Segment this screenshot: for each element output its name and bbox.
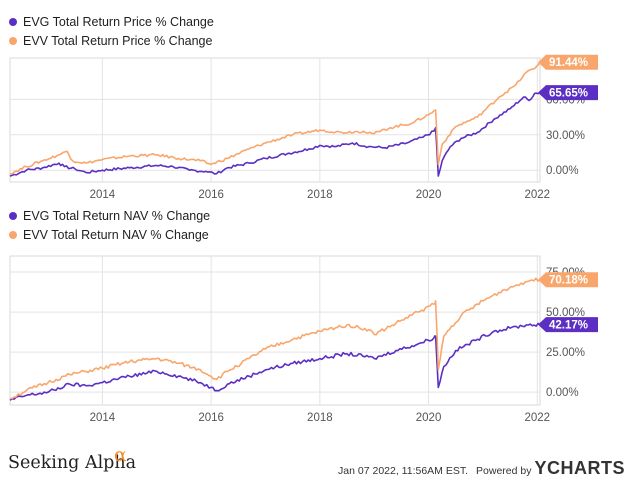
end-value-label: 42.17%	[549, 320, 588, 332]
legend-dot	[9, 230, 17, 239]
legend-label: EVV Total Return Price % Change	[23, 33, 213, 48]
y-tick-label: 0.00%	[546, 387, 579, 399]
x-tick-label: 2018	[307, 189, 333, 201]
timestamp: Jan 07 2022, 11:56AM EST.	[338, 465, 469, 477]
brand-text: Seeking Alpha	[8, 453, 137, 473]
tag-background	[538, 272, 598, 288]
end-value-tag-evv: 70.18%	[538, 272, 598, 288]
end-value-tag-evg: 42.17%	[538, 317, 598, 333]
tag-background	[538, 317, 598, 333]
legend-item-evg-nav: EVG Total Return NAV % Change	[6, 206, 210, 225]
y-tick-label: 30.00%	[546, 130, 585, 142]
x-tick-label: 2016	[198, 189, 224, 201]
y-tick-label: 0.00%	[546, 165, 579, 177]
legend-label: EVG Total Return NAV % Change	[23, 208, 211, 223]
legend-dot	[9, 211, 17, 220]
legend-item-evg-price: EVG Total Return Price % Change	[6, 12, 214, 31]
x-tick-label: 2022	[524, 412, 550, 424]
plot-border	[9, 255, 541, 406]
seeking-alpha-logo: Seeking Alpha	[8, 453, 136, 473]
legend-label: EVV Total Return NAV % Change	[23, 227, 209, 242]
top-legend: EVG Total Return Price % Change EVV Tota…	[6, 12, 214, 50]
plot-border	[9, 57, 541, 183]
powered-by-text: Powered by	[476, 465, 532, 477]
x-tick-label: 2020	[416, 412, 442, 424]
end-value-label: 91.44%	[549, 57, 588, 69]
legend-item-evv-nav: EVV Total Return NAV % Change	[6, 225, 210, 244]
x-tick-label: 2018	[307, 412, 333, 424]
x-tick-label: 2022	[524, 189, 550, 201]
end-value-tag-evg: 65.65%	[538, 85, 598, 101]
bottom-legend: EVG Total Return NAV % Change EVV Total …	[6, 206, 210, 244]
legend-label: EVG Total Return Price % Change	[23, 14, 214, 29]
y-tick-label: 25.00%	[546, 347, 585, 359]
x-tick-label: 2014	[90, 412, 116, 424]
end-value-label: 65.65%	[549, 88, 588, 100]
x-tick-label: 2020	[416, 189, 442, 201]
series-line-evv	[9, 277, 541, 400]
y-tick-label: 50.00%	[546, 307, 585, 319]
tag-background	[538, 85, 598, 101]
x-tick-label: 2016	[198, 412, 224, 424]
alpha-mark: α	[114, 444, 127, 466]
series-line-evv	[9, 61, 541, 175]
ycharts-logo: YCHARTS	[534, 458, 625, 478]
nav-chart: 0.00%25.00%50.00%75.00%20142016201820202…	[9, 255, 598, 424]
series-line-evg	[9, 322, 541, 401]
end-value-label: 70.18%	[549, 275, 588, 287]
footer: Seeking Alpha α Jan 07 2022, 11:56AM EST…	[0, 444, 635, 481]
series-line-evg	[9, 91, 541, 177]
legend-dot	[9, 36, 17, 45]
legend-dot	[9, 17, 17, 26]
tag-background	[538, 54, 598, 70]
end-value-tag-evv: 91.44%	[538, 54, 598, 70]
legend-item-evv-price: EVV Total Return Price % Change	[6, 31, 214, 50]
x-tick-label: 2014	[90, 189, 116, 201]
footer-credit: Jan 07 2022, 11:56AM EST. Powered by YCH…	[338, 458, 625, 479]
price-chart: 0.00%30.00%60.00%2014 2016 2018 2020 202265.…	[9, 54, 598, 201]
